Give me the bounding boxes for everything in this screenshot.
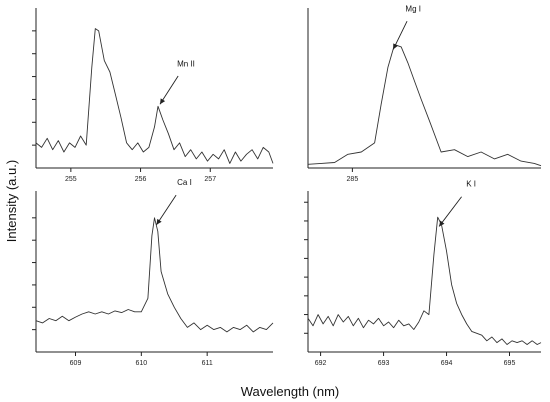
- x-tick-label: 693: [378, 360, 390, 367]
- x-tick-label: 256: [135, 176, 147, 183]
- spectrum-line: [35, 28, 274, 164]
- panels: 255 256 257 Mn II 285 Mg I 609 610 611 Ca I 692 693…: [32, 4, 542, 367]
- arrowhead: [439, 220, 445, 227]
- spectrum-line: [307, 216, 542, 345]
- peak-label: Mg I: [405, 4, 421, 13]
- arrowhead: [159, 98, 166, 105]
- panel-3: 609 610 611 Ca I: [32, 178, 274, 367]
- spectrum-line: [35, 217, 274, 333]
- x-tick-label: 257: [204, 176, 216, 183]
- arrowhead: [393, 43, 398, 50]
- x-tick-label: 285: [347, 176, 359, 183]
- x-tick-label: 610: [135, 360, 147, 367]
- y-axis-title: Intensity (a.u.): [4, 160, 19, 242]
- peak-label: Ca I: [177, 178, 192, 187]
- panel-1: 255 256 257 Mn II: [32, 8, 274, 183]
- arrowhead: [156, 218, 162, 225]
- x-tick-label: 609: [70, 360, 82, 367]
- annotation-arrow: [159, 75, 179, 105]
- x-axis-title: Wavelength (nm): [241, 384, 340, 399]
- annotation-arrow: [156, 194, 177, 226]
- x-tick-label: 255: [65, 176, 77, 183]
- x-tick-label: 695: [504, 360, 516, 367]
- annotation-arrow: [438, 196, 462, 227]
- x-tick-label: 694: [441, 360, 453, 367]
- spectrum-line: [307, 44, 542, 167]
- peak-label: Mn II: [177, 59, 195, 68]
- panel-4: 692 693 694 695 K I: [304, 179, 542, 367]
- peak-label: K I: [466, 179, 476, 188]
- x-tick-label: 692: [315, 360, 327, 367]
- x-tick-label: 611: [202, 360, 213, 367]
- panel-2: 285 Mg I: [307, 4, 542, 183]
